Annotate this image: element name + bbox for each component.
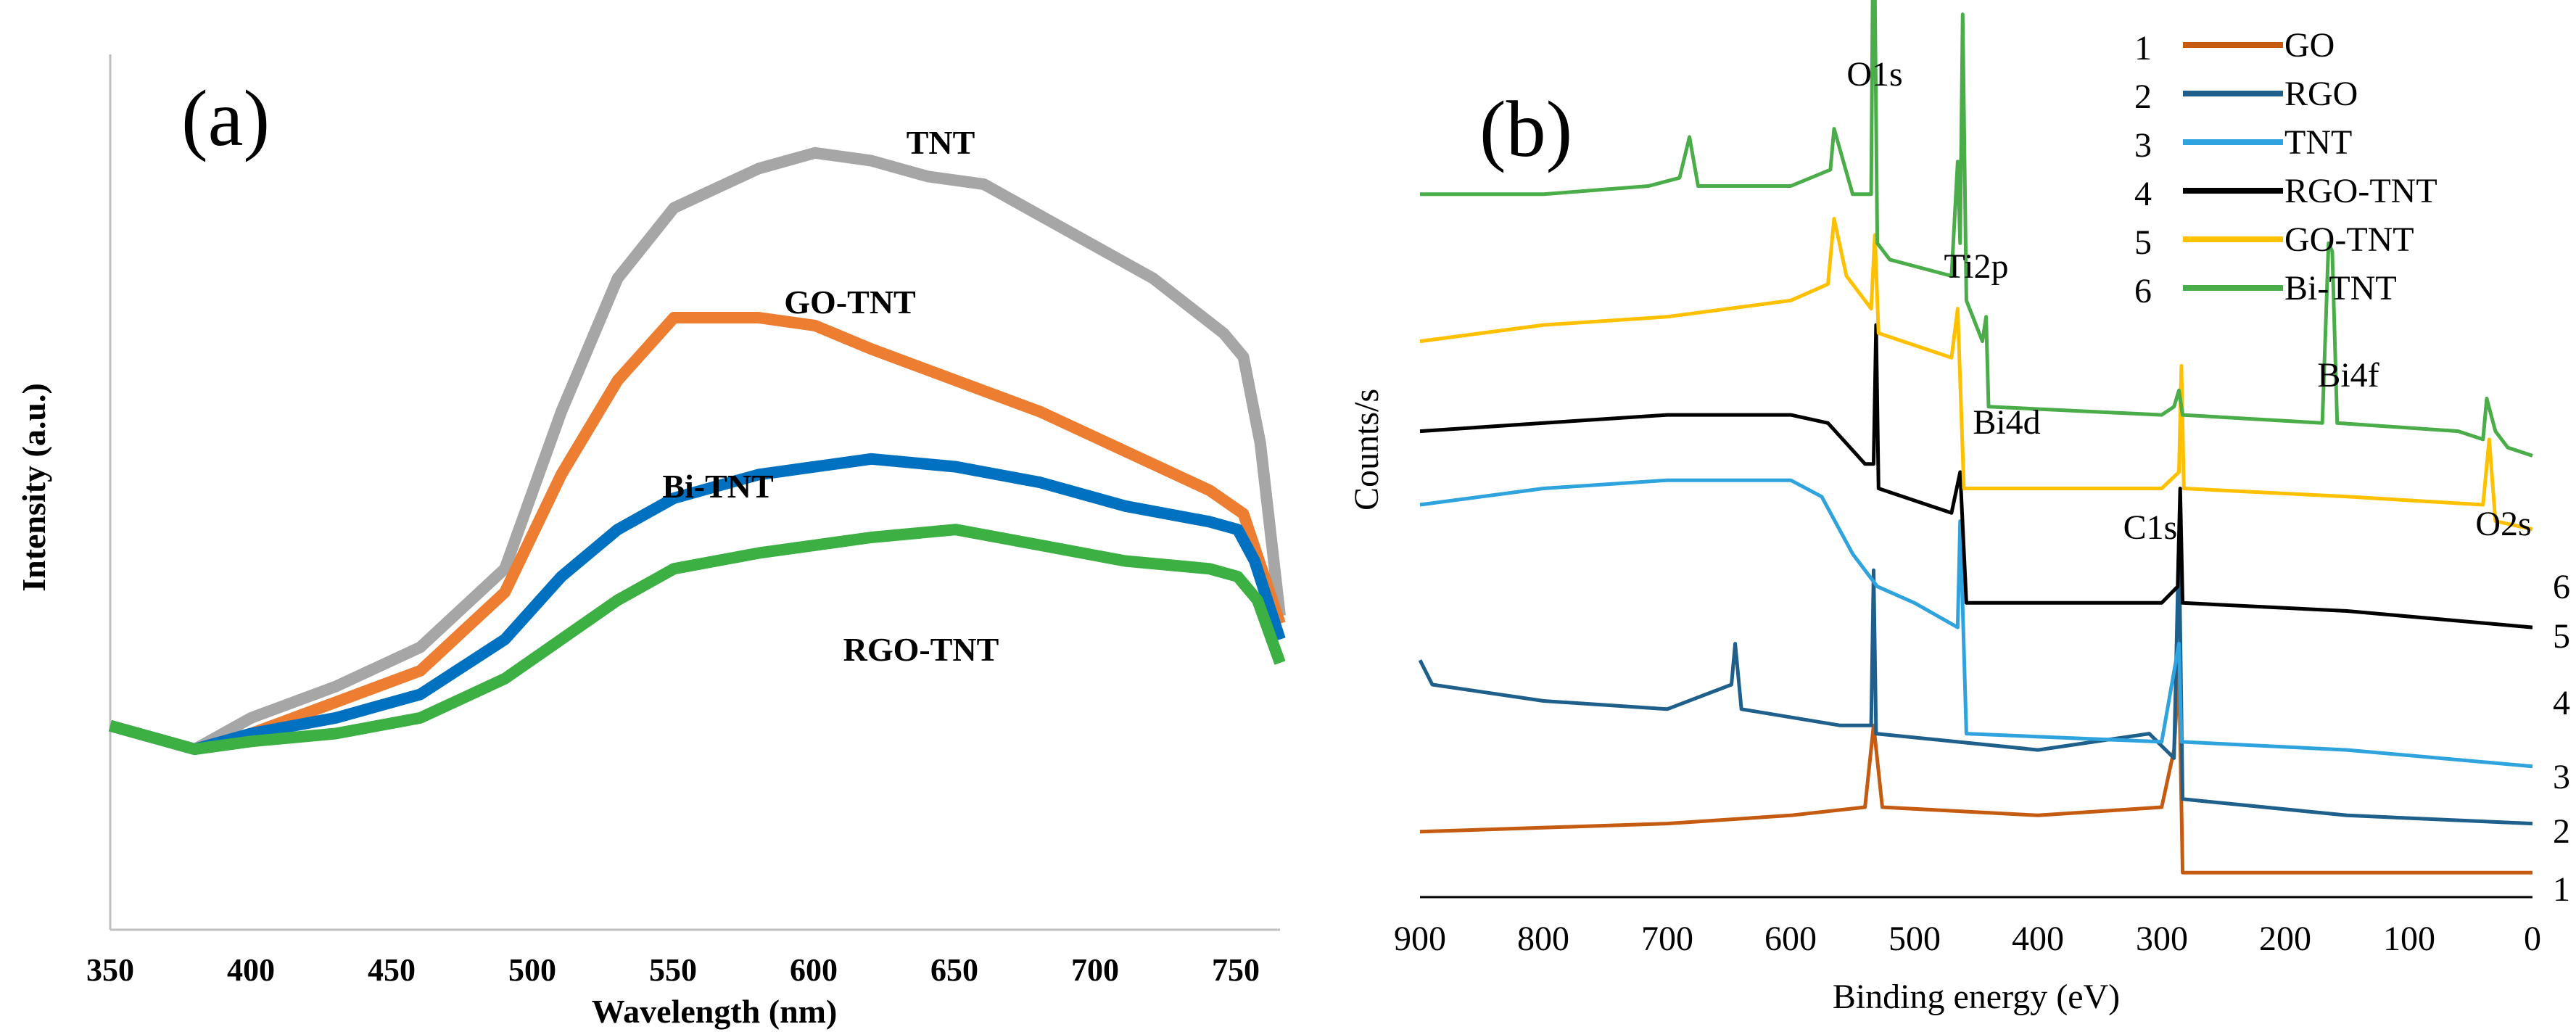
panel-b-label: (b) [1479,85,1572,173]
panel-b-series-group [1418,0,2533,875]
series-line-rgo [1418,535,2533,826]
panel-b-x-tick: 800 [1517,920,1569,958]
panel-a-y-axis-label: Intensity (a.u.) [15,383,52,592]
series-line-rgo-tnt [1419,323,2533,629]
legend-label: RGO [2284,75,2358,113]
peak-label-o1s: O1s [1846,55,1902,94]
peak-label-o2s: O2s [2475,505,2531,543]
series-label-go-tnt: GO-TNT [784,284,915,321]
legend-item: 3 TNT [2134,123,2352,165]
panel-b-x-tick: 700 [1641,920,1693,958]
series-number: 6 [2553,568,2570,606]
legend-number: 5 [2134,223,2152,262]
series-number-labels: 1 2 3 4 5 6 [2553,568,2570,909]
series-number: 4 [2553,684,2570,722]
series-line-go-tnt [108,312,1286,756]
panel-b-x-axis-label: Binding energy (eV) [1833,978,2120,1016]
panel-b-x-tick: 300 [2136,920,2188,958]
panel-b-x-tick: 500 [1888,920,1941,958]
legend-number: 6 [2134,272,2152,310]
panel-a-series-group [108,146,1286,756]
peak-label-ti2p: Ti2p [1944,247,2009,286]
panel-a-x-tick: 450 [368,952,416,988]
series-line-rgo-tnt [108,524,1286,756]
series-number: 2 [2553,812,2570,851]
legend-item: 1 GO [2134,26,2334,67]
panel-b-x-tick-labels: 900 800 700 600 500 400 300 200 100 0 [1394,920,2541,958]
legend-number: 3 [2134,126,2152,165]
legend-item: 5 GO-TNT [2134,220,2414,262]
legend-number: 2 [2134,78,2152,116]
panel-a-label: (a) [181,74,270,162]
panel-b-y-axis-label: Counts/s [1347,389,1386,511]
series-line-go-tnt [1419,217,2533,532]
legend-item: 2 RGO [2134,75,2358,116]
series-label-rgo-tnt: RGO-TNT [843,631,999,668]
series-number: 3 [2553,758,2570,796]
legend-label: TNT [2284,123,2352,162]
legend-number: 4 [2134,175,2152,213]
legend-label: RGO-TNT [2284,172,2437,210]
series-line-tnt [1419,478,2533,769]
legend-label: GO [2284,26,2334,65]
panel-a-x-tick: 400 [227,952,275,988]
panel-b-x-tick: 400 [2012,920,2064,958]
panel-a-x-tick: 500 [508,952,556,988]
peak-label-c1s: C1s [2123,508,2178,547]
legend-item: 6 Bi-TNT [2134,269,2397,310]
panel-a-x-tick-labels: 350 400 450 500 550 600 650 700 750 [86,952,1260,988]
series-line-bi-tnt [108,453,1286,756]
chart-panel-b: (b) 900 800 700 600 500 400 300 200 100 … [1347,0,2570,1016]
panel-b-x-tick: 100 [2383,920,2435,958]
panel-a-x-tick: 550 [649,952,697,988]
series-line-go [1419,666,2532,875]
chart-panel-a: (a) 350 400 450 500 550 600 650 700 750 … [15,54,1286,1030]
peak-label-bi4f: Bi4f [2317,356,2379,395]
legend-label: Bi-TNT [2284,269,2397,307]
panel-a-x-tick: 750 [1212,952,1260,988]
panel-b-x-tick: 900 [1394,920,1446,958]
legend-item: 4 RGO-TNT [2134,172,2437,213]
panel-a-x-tick: 650 [930,952,978,988]
panel-b-x-tick: 200 [2259,920,2311,958]
panel-a-x-axis-label: Wavelength (nm) [592,993,838,1030]
legend-label: GO-TNT [2284,220,2414,259]
series-line-bi-tnt [1420,0,2533,458]
series-line-tnt [108,146,1286,756]
series-label-bi-tnt: Bi-TNT [662,468,773,505]
panel-a-x-tick: 600 [790,952,838,988]
series-number: 1 [2553,870,2570,909]
legend-number: 1 [2134,29,2152,67]
series-label-tnt: TNT [907,124,975,161]
panel-a-x-tick: 350 [86,952,134,988]
peak-label-bi4d: Bi4d [1973,403,2040,442]
legend: 1 GO 2 RGO 3 TNT 4 RGO-TNT 5 [2134,26,2437,310]
panel-b-x-tick: 600 [1764,920,1817,958]
panel-a-x-tick: 700 [1071,952,1119,988]
series-number: 5 [2553,617,2570,656]
panel-b-x-tick: 0 [2524,920,2541,958]
